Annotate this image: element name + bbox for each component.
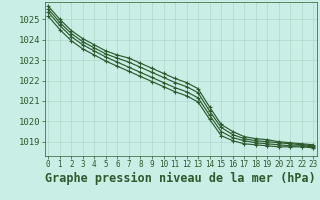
X-axis label: Graphe pression niveau de la mer (hPa): Graphe pression niveau de la mer (hPa) [45,172,316,185]
